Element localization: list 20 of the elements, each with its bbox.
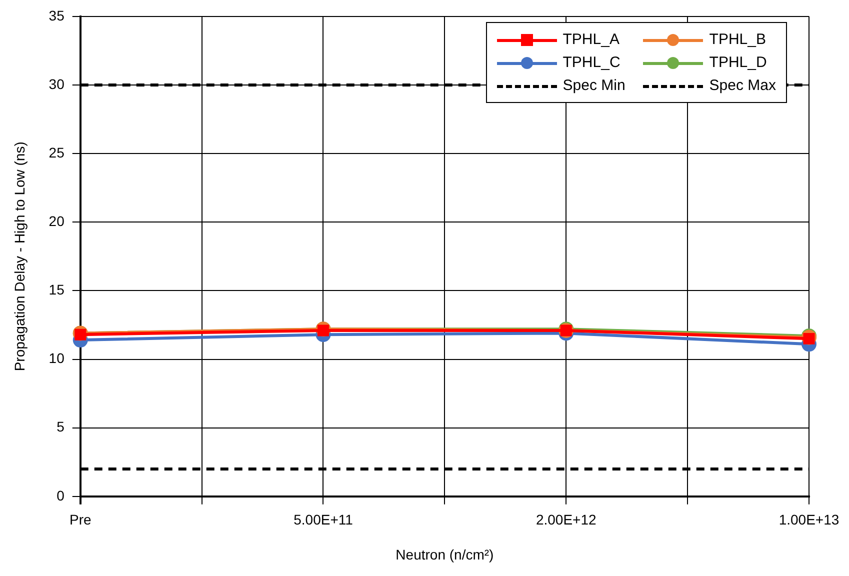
legend-label: Spec Max [709,77,776,94]
y-axis-title: Propagation Delay - High to Low (ns) [11,142,28,372]
x-tick-label: Pre [69,512,92,528]
y-tick-label: 5 [56,418,65,435]
y-tick-label: 0 [56,487,65,504]
y-tick-label: 10 [48,350,65,366]
legend-label: Spec Min [562,77,626,94]
x-tick-label: 5.00E+11 [294,512,354,528]
x-tick-label: 2.00E+12 [536,512,596,528]
y-tick-label: 20 [48,212,65,229]
legend-label: TPHL_D [709,54,767,71]
y-tick-label: 30 [48,76,65,92]
x-axis-title: Neutron (n/cm²) [396,546,494,562]
legend-label: TPHL_C [562,54,620,71]
y-tick-label: 35 [48,7,65,24]
y-tick-label: 15 [48,282,65,298]
y-tick-label: 25 [48,144,65,160]
legend-label: TPHL_B [709,31,766,48]
x-tick-label: 1.00E+13 [778,512,840,528]
legend-label: TPHL_A [562,31,620,48]
